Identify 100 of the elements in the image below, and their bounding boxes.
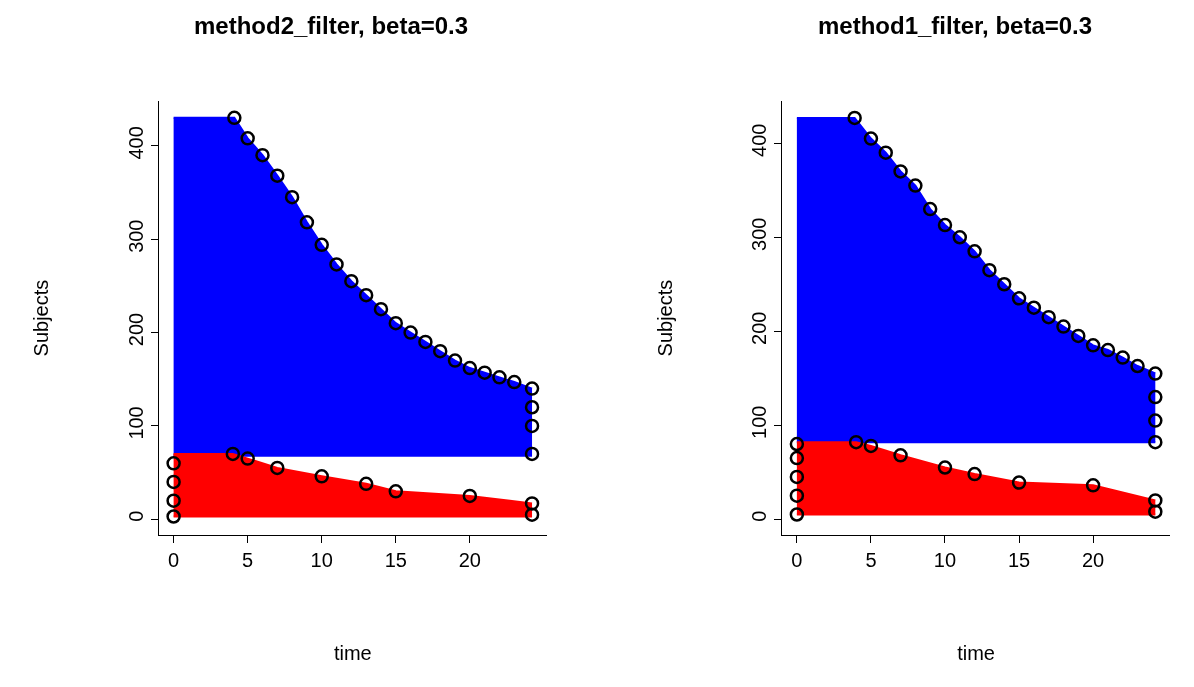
y-tick-label: 0 xyxy=(748,510,771,522)
point xyxy=(403,325,418,340)
point xyxy=(166,474,181,490)
point xyxy=(789,507,805,522)
point xyxy=(982,262,997,278)
point xyxy=(863,131,879,146)
point xyxy=(1026,300,1042,315)
y-tick-label: 100 xyxy=(124,406,147,440)
point xyxy=(847,110,862,126)
point xyxy=(329,257,344,272)
point xyxy=(227,110,242,126)
point xyxy=(344,273,359,289)
x-axis-title: time xyxy=(957,641,995,664)
point xyxy=(1148,434,1163,450)
y-tick-label: 0 xyxy=(124,510,147,522)
x-tick-label: 0 xyxy=(168,549,180,572)
point xyxy=(388,484,404,499)
point xyxy=(418,334,433,350)
point xyxy=(240,131,255,146)
point xyxy=(789,488,805,503)
point xyxy=(314,469,329,484)
y-axis-title: Subjects xyxy=(653,279,676,357)
x-tick-label: 20 xyxy=(458,549,481,572)
point xyxy=(240,451,255,466)
point xyxy=(1041,309,1056,325)
point xyxy=(937,217,953,233)
point xyxy=(462,488,478,504)
point xyxy=(524,418,540,434)
point xyxy=(166,493,181,508)
point xyxy=(270,168,285,183)
point xyxy=(1085,478,1101,493)
point xyxy=(299,215,315,230)
y-tick-label: 400 xyxy=(748,123,771,157)
point xyxy=(967,244,982,259)
point xyxy=(893,164,908,179)
point xyxy=(1148,504,1163,519)
point xyxy=(314,237,329,253)
point xyxy=(524,496,540,511)
point xyxy=(952,230,968,245)
point xyxy=(166,456,181,471)
chart-title: method1_filter, beta=0.3 xyxy=(818,12,1093,39)
point xyxy=(789,450,805,466)
point xyxy=(284,189,300,205)
point xyxy=(1100,342,1116,358)
y-tick-label: 100 xyxy=(748,405,771,439)
point xyxy=(388,315,404,331)
point xyxy=(1056,319,1071,334)
x-tick-label: 0 xyxy=(791,549,803,572)
point xyxy=(1148,493,1163,508)
x-axis-title: time xyxy=(333,641,372,664)
point xyxy=(1115,350,1130,365)
point xyxy=(997,277,1012,292)
y-tick-label: 300 xyxy=(748,217,771,251)
point xyxy=(967,466,982,482)
point xyxy=(270,460,285,476)
point xyxy=(1130,358,1145,374)
x-tick-label: 15 xyxy=(384,549,407,572)
point xyxy=(863,438,879,454)
x-tick-label: 20 xyxy=(1081,549,1105,572)
y-tick-label: 200 xyxy=(124,312,147,347)
x-tick-label: 5 xyxy=(242,549,254,572)
point xyxy=(507,374,522,390)
x-tick-label: 15 xyxy=(1007,549,1031,572)
chart-title: method2_filter, beta=0.3 xyxy=(194,12,469,39)
point xyxy=(893,448,908,463)
x-tick-label: 10 xyxy=(933,549,957,572)
point xyxy=(358,476,374,492)
point xyxy=(937,460,953,475)
point xyxy=(1071,328,1086,344)
point xyxy=(848,434,864,450)
point xyxy=(462,360,478,376)
point xyxy=(1148,413,1163,428)
point xyxy=(358,287,374,303)
point xyxy=(373,301,389,317)
y-tick-label: 200 xyxy=(748,311,771,345)
point xyxy=(908,178,923,193)
point xyxy=(878,145,893,160)
point xyxy=(477,365,492,380)
y-axis-title: Subjects xyxy=(30,279,53,357)
point xyxy=(432,343,448,359)
x-tick-label: 10 xyxy=(310,549,333,572)
point xyxy=(524,400,540,415)
point xyxy=(524,446,540,462)
point xyxy=(1148,366,1163,381)
point xyxy=(524,381,540,396)
x-tick-label: 5 xyxy=(865,549,877,572)
point xyxy=(255,147,270,163)
point xyxy=(1011,475,1027,490)
y-tick-label: 300 xyxy=(124,219,147,253)
point xyxy=(166,509,181,524)
point xyxy=(447,353,463,368)
y-tick-label: 400 xyxy=(124,126,147,160)
point xyxy=(492,370,507,385)
point xyxy=(789,436,805,452)
point xyxy=(1011,291,1027,306)
point xyxy=(922,201,938,217)
point xyxy=(524,507,540,522)
point xyxy=(1148,389,1163,405)
point xyxy=(789,469,805,485)
point xyxy=(1085,338,1101,353)
